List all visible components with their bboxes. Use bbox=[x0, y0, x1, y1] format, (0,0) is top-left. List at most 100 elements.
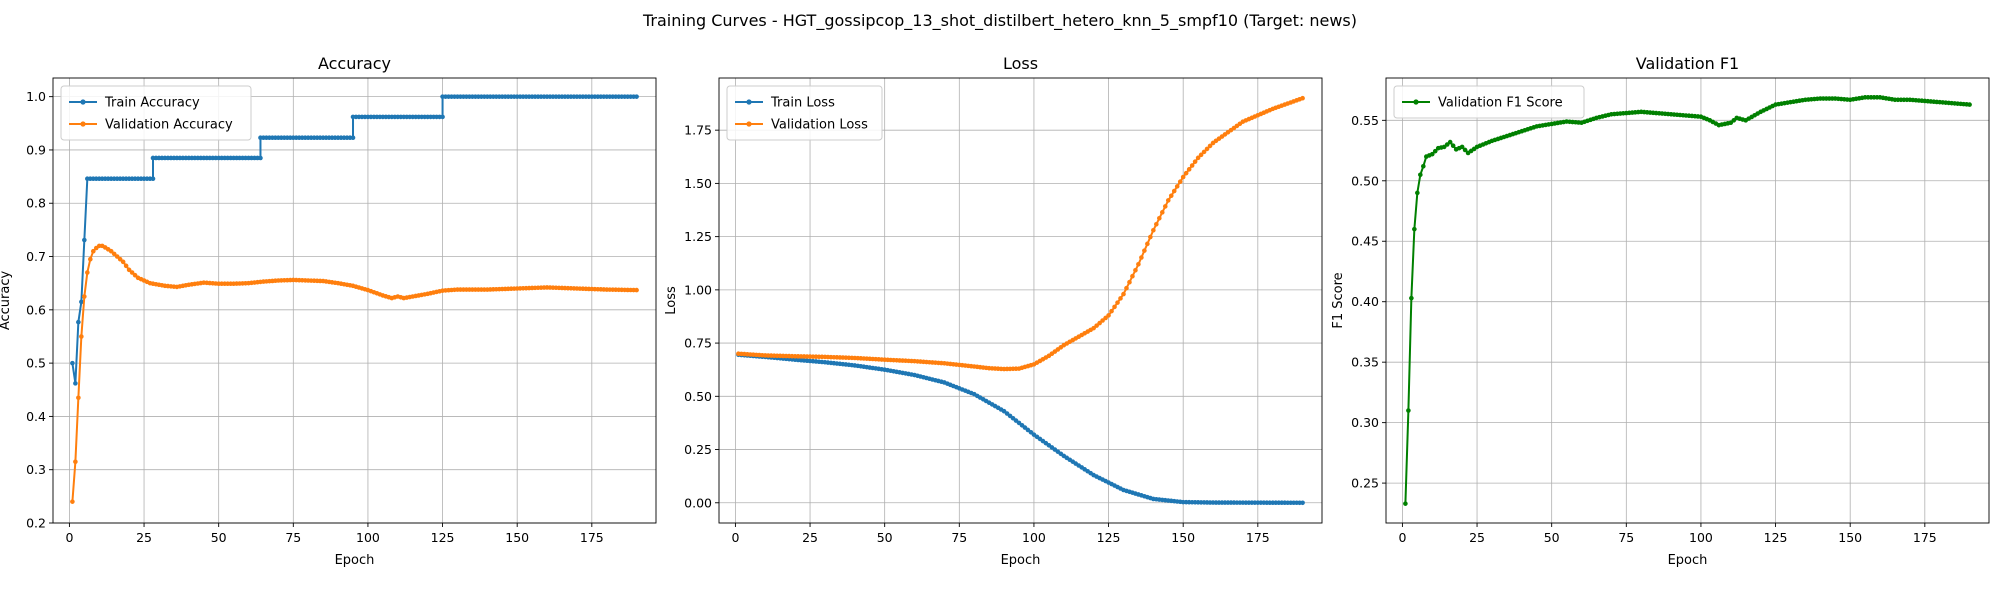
loss-x-axis-label: Epoch bbox=[1001, 553, 1041, 568]
y-tick-label: 0.5 bbox=[26, 356, 46, 371]
x-tick-label: 100 bbox=[1022, 530, 1046, 545]
data-point bbox=[1094, 323, 1099, 328]
validation-loss-series bbox=[736, 95, 1305, 372]
accuracy-title: Accuracy bbox=[318, 54, 391, 73]
data-point bbox=[440, 114, 445, 120]
accuracy-legend: Train Accuracy Validation Accuracy bbox=[60, 85, 252, 141]
data-point bbox=[1183, 170, 1189, 176]
y-tick-label: 0.30 bbox=[1351, 415, 1379, 430]
accuracy-panel: Accuracy Epoch Accuracy 0 25 50 75 100 125 150 175… bbox=[0, 54, 657, 568]
data-point bbox=[1121, 291, 1126, 297]
x-tick-label: 0 bbox=[65, 530, 73, 545]
data-point bbox=[76, 395, 81, 401]
data-point bbox=[1967, 102, 1972, 107]
legend-label: Train Loss bbox=[770, 96, 835, 111]
legend-marker bbox=[746, 99, 752, 105]
y-tick-label: 0.75 bbox=[684, 336, 712, 351]
validation-accuracy-series bbox=[70, 243, 639, 504]
y-tick-label: 1.0 bbox=[26, 89, 46, 104]
x-tick-label: 50 bbox=[1544, 530, 1560, 545]
x-tick-label: 100 bbox=[356, 530, 380, 545]
data-point bbox=[1168, 193, 1174, 199]
data-point bbox=[1403, 501, 1408, 506]
data-point bbox=[1421, 163, 1426, 169]
data-point bbox=[132, 272, 138, 278]
validation-f1-axes-frame bbox=[1385, 77, 1990, 524]
x-tick-label: 125 bbox=[1097, 530, 1121, 545]
x-tick-label: 75 bbox=[951, 530, 967, 545]
x-tick-label: 100 bbox=[1689, 530, 1713, 545]
data-point bbox=[1300, 500, 1305, 506]
x-tick-label: 150 bbox=[505, 530, 529, 545]
x-tick-label: 150 bbox=[1171, 530, 1195, 545]
data-point bbox=[1133, 267, 1138, 273]
data-point bbox=[1406, 408, 1411, 413]
data-point bbox=[85, 270, 90, 275]
data-point bbox=[1204, 146, 1210, 152]
validation-f1-panel: Validation F1 Epoch F1 Score 0 25 50 75 100 125 1… bbox=[1331, 54, 1990, 568]
loss-panel: Loss Epoch Loss 0 25 50 75 100 125 150 175 0.00 0.25… bbox=[664, 54, 1323, 568]
data-point bbox=[1418, 172, 1423, 178]
data-point bbox=[1300, 95, 1305, 101]
loss-legend: Train Loss Validation Loss bbox=[726, 85, 883, 141]
data-point bbox=[1091, 325, 1096, 331]
data-point bbox=[1189, 163, 1195, 168]
y-tick-label: 0.45 bbox=[1351, 234, 1379, 249]
validation-f1-legend: Validation F1 Score bbox=[1393, 85, 1585, 119]
data-point bbox=[1157, 216, 1162, 221]
data-point bbox=[634, 287, 639, 293]
data-point bbox=[126, 267, 132, 273]
data-point bbox=[76, 319, 81, 325]
data-point bbox=[1450, 143, 1456, 149]
data-point bbox=[114, 254, 120, 259]
data-point bbox=[634, 94, 639, 99]
data-point bbox=[1171, 188, 1177, 194]
legend-label: Train Accuracy bbox=[104, 96, 200, 111]
data-point bbox=[82, 237, 87, 243]
legend-box bbox=[1393, 85, 1585, 119]
loss-axes-frame bbox=[718, 77, 1323, 524]
validation-f1-score-series bbox=[1403, 95, 1972, 506]
data-point bbox=[1115, 300, 1120, 305]
data-point bbox=[1103, 315, 1108, 321]
x-tick-label: 50 bbox=[877, 530, 893, 545]
data-point bbox=[70, 499, 75, 504]
data-point bbox=[111, 251, 117, 257]
data-point bbox=[120, 259, 126, 265]
legend-box bbox=[726, 85, 883, 141]
accuracy-grid bbox=[53, 78, 656, 524]
data-point bbox=[1415, 190, 1420, 196]
legend-marker bbox=[1413, 99, 1419, 105]
legend-label: Validation Accuracy bbox=[105, 118, 233, 133]
data-point bbox=[1130, 273, 1135, 279]
validation-f1-grid bbox=[1386, 78, 1989, 523]
y-tick-label: 0.40 bbox=[1351, 294, 1379, 309]
train-loss-series bbox=[736, 352, 1305, 506]
x-tick-label: 75 bbox=[285, 530, 301, 545]
data-point bbox=[73, 459, 78, 465]
data-point bbox=[1165, 198, 1171, 203]
data-point bbox=[1112, 304, 1117, 310]
data-point bbox=[1459, 144, 1465, 150]
data-point bbox=[91, 248, 96, 254]
data-point bbox=[1100, 318, 1105, 323]
data-point bbox=[1192, 159, 1198, 164]
y-tick-label: 0.55 bbox=[1351, 113, 1379, 128]
data-point bbox=[1127, 279, 1132, 285]
x-tick-label: 175 bbox=[580, 530, 604, 545]
data-point bbox=[73, 381, 78, 386]
data-point bbox=[1432, 148, 1438, 154]
x-tick-label: 25 bbox=[1469, 530, 1485, 545]
data-point bbox=[1148, 234, 1153, 240]
accuracy-x-axis-label: Epoch bbox=[335, 553, 375, 568]
x-tick-label: 75 bbox=[1618, 530, 1634, 545]
y-tick-label: 0.6 bbox=[26, 302, 46, 317]
y-tick-label: 0.50 bbox=[684, 389, 712, 404]
y-tick-label: 0.00 bbox=[684, 495, 712, 510]
y-tick-label: 0.25 bbox=[1351, 476, 1379, 491]
validation-f1-title: Validation F1 bbox=[1636, 54, 1739, 73]
data-point bbox=[258, 155, 263, 161]
data-point bbox=[117, 256, 123, 262]
